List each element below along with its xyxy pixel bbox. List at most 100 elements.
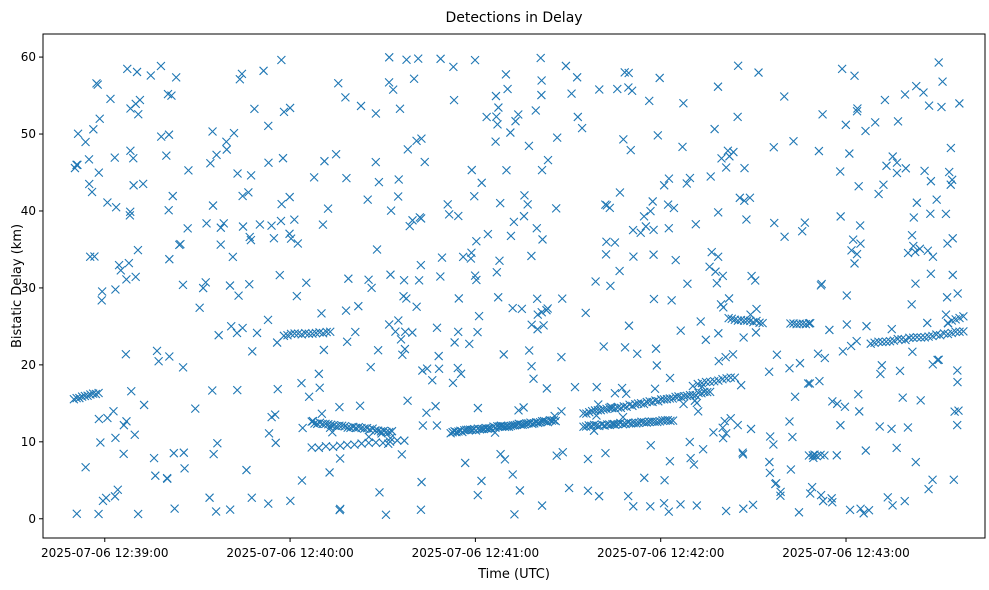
data-point	[494, 103, 503, 112]
data-point	[652, 417, 662, 427]
data-point	[333, 78, 343, 88]
data-point	[659, 180, 669, 190]
data-point	[394, 175, 404, 184]
data-point	[321, 441, 331, 451]
data-point	[129, 180, 139, 190]
data-point	[570, 382, 580, 392]
data-point	[94, 509, 103, 519]
data-point	[887, 324, 897, 334]
data-point	[250, 104, 259, 114]
x-tick-label: 2025-07-06 12:41:00	[412, 546, 539, 560]
data-point	[939, 329, 949, 338]
data-point	[371, 157, 381, 167]
data-point	[412, 136, 421, 146]
data-point	[842, 320, 852, 329]
data-point	[95, 438, 105, 447]
data-point	[121, 349, 131, 359]
data-point	[285, 229, 294, 239]
data-point	[648, 197, 658, 206]
data-point	[128, 153, 138, 163]
data-point	[276, 55, 286, 65]
data-point	[615, 266, 624, 276]
data-point	[572, 72, 582, 82]
data-point	[712, 278, 722, 288]
data-point	[527, 361, 536, 371]
data-point	[434, 364, 444, 374]
data-point	[83, 391, 93, 401]
data-point	[920, 166, 929, 176]
data-point	[665, 456, 675, 466]
plot-background	[43, 34, 985, 538]
data-point	[779, 92, 789, 101]
data-point	[400, 327, 410, 337]
data-point	[126, 146, 135, 156]
data-point	[601, 249, 611, 259]
data-point	[888, 500, 897, 510]
data-point	[111, 202, 121, 212]
data-point	[519, 211, 529, 221]
data-point	[318, 220, 328, 230]
data-point	[407, 328, 417, 337]
data-point	[133, 245, 143, 255]
x-tick-label: 2025-07-06 12:43:00	[782, 546, 909, 560]
data-point	[467, 248, 476, 258]
data-point	[205, 493, 214, 503]
data-point	[114, 260, 124, 270]
chart-title: Detections in Delay	[445, 10, 582, 26]
data-point	[955, 327, 964, 337]
data-point	[523, 200, 533, 209]
data-point	[435, 272, 445, 281]
data-point	[655, 73, 665, 83]
data-point	[557, 407, 566, 416]
data-point	[471, 236, 481, 246]
data-point	[94, 388, 103, 398]
data-point	[898, 393, 908, 403]
data-point	[537, 165, 547, 175]
data-point	[853, 389, 863, 399]
data-point	[952, 366, 962, 375]
data-point	[671, 255, 681, 265]
data-point	[602, 237, 611, 247]
data-point	[816, 280, 826, 290]
data-point	[400, 344, 410, 354]
data-point	[934, 355, 944, 365]
data-point	[508, 303, 518, 313]
data-point	[275, 270, 285, 280]
data-point	[655, 416, 665, 426]
data-point	[718, 271, 728, 281]
data-point	[813, 349, 823, 359]
data-point	[164, 352, 174, 361]
data-point	[342, 337, 352, 347]
data-point	[840, 402, 850, 412]
data-point	[422, 364, 432, 374]
data-point	[84, 155, 94, 164]
data-point	[532, 223, 542, 233]
data-point	[152, 346, 162, 356]
data-point	[705, 387, 715, 397]
data-point	[816, 450, 825, 460]
data-point	[845, 505, 855, 515]
data-point	[740, 163, 749, 173]
data-point	[887, 424, 896, 434]
data-point	[92, 78, 101, 88]
data-point	[916, 333, 926, 342]
data-point	[205, 158, 215, 168]
data-point	[491, 91, 501, 101]
data-point	[877, 360, 887, 370]
data-point	[651, 344, 661, 354]
data-point	[676, 392, 686, 402]
data-point	[581, 409, 591, 418]
data-point	[892, 158, 902, 168]
data-point	[397, 350, 407, 360]
data-point	[841, 120, 851, 130]
data-point	[733, 316, 743, 325]
data-point	[252, 328, 262, 338]
data-point	[388, 85, 398, 95]
data-point	[315, 383, 325, 393]
data-point	[355, 401, 365, 411]
data-point	[146, 71, 156, 80]
data-point	[209, 449, 219, 459]
data-point	[113, 485, 123, 495]
data-point	[805, 489, 815, 498]
data-point	[842, 291, 852, 300]
